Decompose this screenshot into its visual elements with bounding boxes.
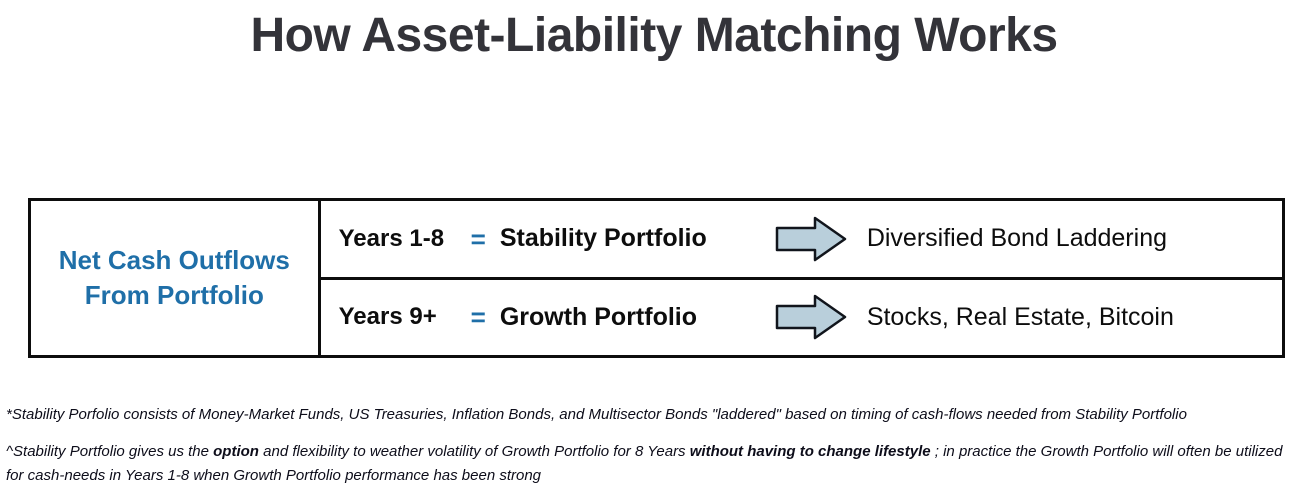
matching-table: Net Cash Outflows From Portfolio Years 1… — [28, 198, 1285, 358]
left-label-line1: Net Cash Outflows — [59, 243, 290, 278]
table-row-years-1-8: Years 1-8 = Stability Portfolio Diversif… — [321, 201, 1282, 280]
footnotes-container: *Stability Porfolio consists of Money-Ma… — [6, 403, 1302, 501]
equals-sign-1: = — [471, 226, 486, 252]
equals-sign-2: = — [471, 304, 486, 330]
years-label-1: Years 1-8 — [339, 225, 457, 253]
portfolio-label-1: Stability Portfolio — [500, 224, 755, 253]
result-label-1: Diversified Bond Laddering — [867, 224, 1167, 253]
footnote-1: *Stability Porfolio consists of Money-Ma… — [6, 403, 1302, 426]
years-label-2: Years 9+ — [339, 303, 457, 331]
table-row-years-9-plus: Years 9+ = Growth Portfolio Stocks, Real… — [321, 280, 1282, 356]
portfolio-label-2: Growth Portfolio — [500, 303, 755, 332]
footnote-2: ^Stability Portfolio gives us the option… — [6, 440, 1302, 487]
result-label-2: Stocks, Real Estate, Bitcoin — [867, 303, 1174, 332]
page-title: How Asset-Liability Matching Works — [0, 8, 1308, 63]
left-label-line2: From Portfolio — [85, 278, 264, 313]
arrow-icon-1 — [775, 216, 847, 262]
rows-container: Years 1-8 = Stability Portfolio Diversif… — [321, 201, 1282, 355]
net-cash-outflows-cell: Net Cash Outflows From Portfolio — [31, 201, 321, 355]
arrow-icon-2 — [775, 294, 847, 340]
